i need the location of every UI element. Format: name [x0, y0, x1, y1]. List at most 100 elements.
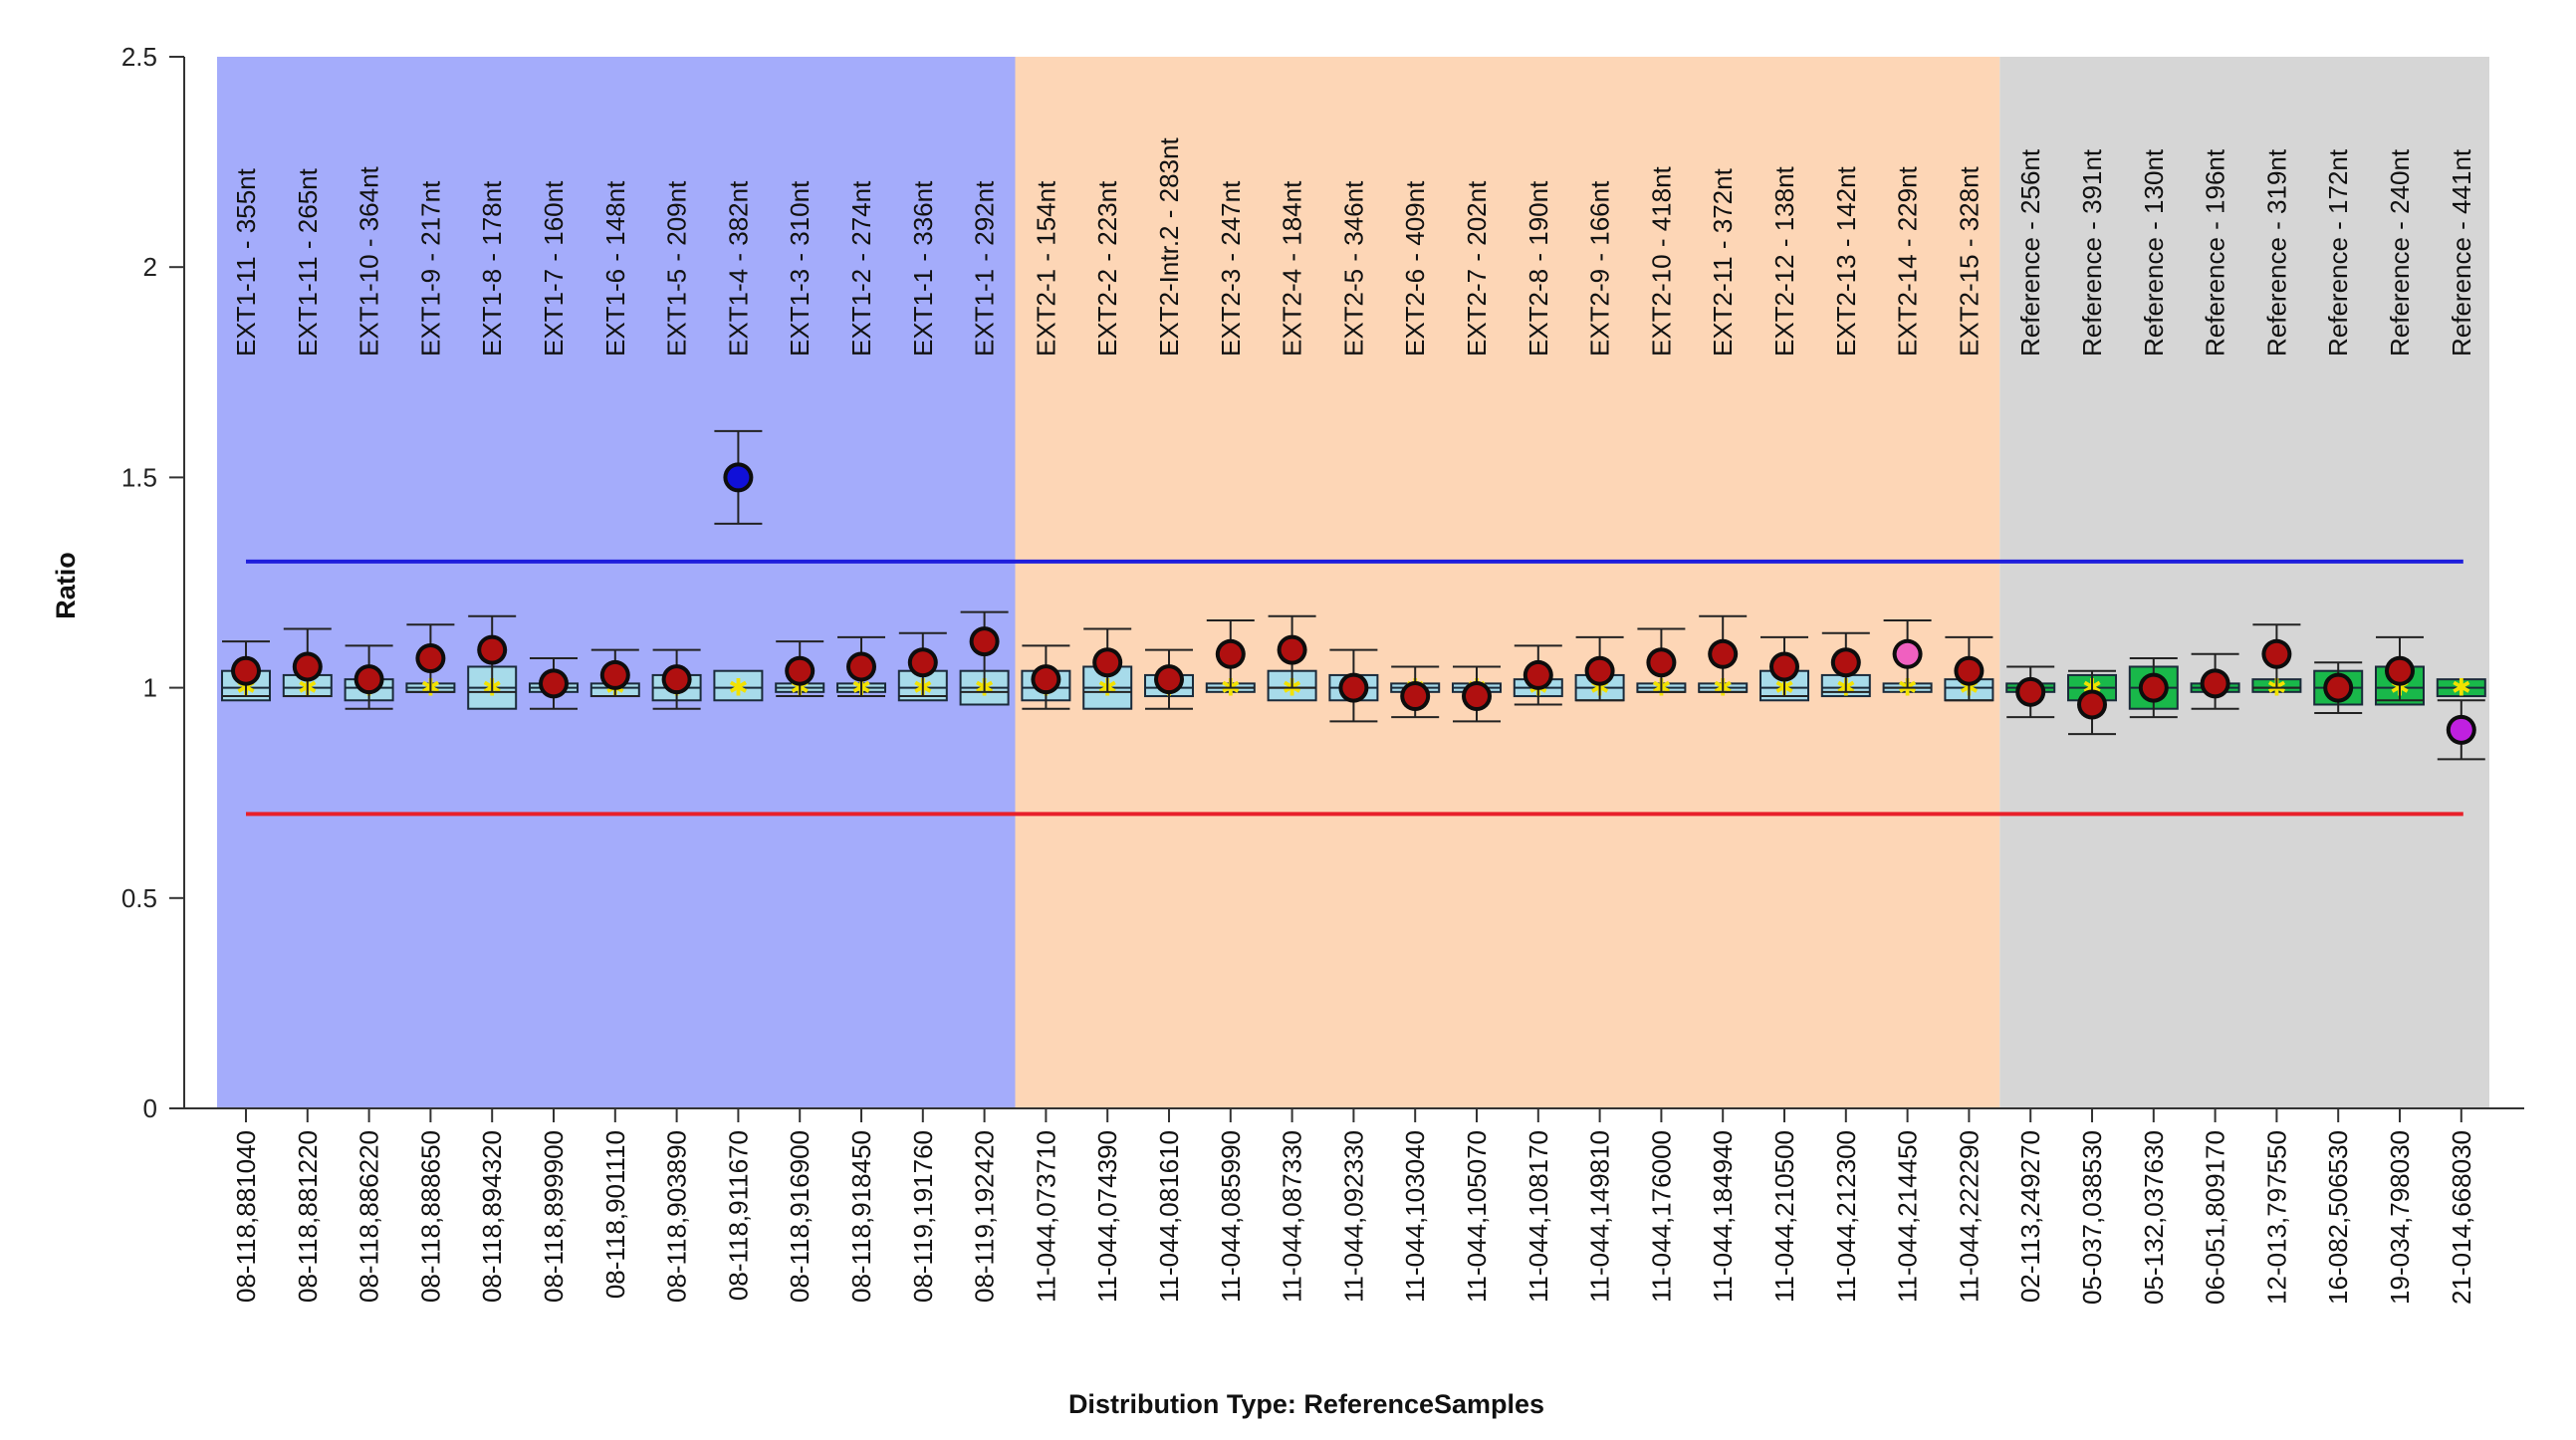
probe-label: EXT2-Intr.2 - 283nt [1154, 137, 1184, 357]
sample-label: 11-044,105070 [1462, 1130, 1492, 1303]
data-point [481, 638, 504, 661]
data-point [1096, 651, 1119, 674]
data-point [789, 659, 812, 682]
sample-label: 08-118,911670 [723, 1130, 753, 1301]
y-axis-title: Ratio [51, 552, 81, 619]
x-axis-title: Distribution Type: ReferenceSamples [1068, 1389, 1544, 1419]
sample-label: 12-013,797550 [2261, 1130, 2291, 1305]
sample-label: 19-034,798030 [2385, 1130, 2415, 1305]
sample-label: 11-044,073710 [1031, 1130, 1060, 1303]
probe-label: EXT2-5 - 346nt [1338, 180, 1368, 357]
probe-label: EXT2-13 - 142nt [1831, 165, 1861, 357]
sample-label: 16-082,506530 [2323, 1130, 2353, 1305]
data-point [419, 647, 442, 670]
data-point [1158, 668, 1180, 691]
probe-label: EXT2-15 - 328nt [1954, 165, 1984, 357]
sample-label: 11-044,081610 [1154, 1130, 1184, 1303]
data-point [603, 663, 626, 686]
probe-label: Reference - 172nt [2323, 148, 2353, 357]
data-point [2081, 693, 2103, 716]
axes: 0 0.5 1 1.5 2 2.5 [121, 42, 2524, 1123]
y-tick-label: 0 [143, 1093, 157, 1123]
y-tick-label: 2.5 [121, 42, 157, 72]
probe-label: EXT2-8 - 190nt [1523, 180, 1553, 357]
sample-label: 08-118,881220 [293, 1130, 323, 1303]
probe-label: EXT1-7 - 160nt [539, 180, 569, 357]
data-point [850, 655, 872, 678]
sample-label: 11-044,085990 [1216, 1130, 1246, 1303]
group-band-ext2 [1015, 57, 2000, 1108]
data-point [2142, 676, 2165, 699]
data-point [973, 630, 996, 653]
data-point [235, 659, 257, 682]
probe-label: EXT1-9 - 217nt [415, 180, 445, 357]
y-tick-label: 2 [143, 252, 157, 282]
probe-label: EXT1-1 - 336nt [908, 180, 938, 357]
sample-label: 06-051,809170 [2201, 1130, 2230, 1305]
sample-label: 11-044,074390 [1092, 1130, 1122, 1303]
probe-label: Reference - 391nt [2077, 148, 2107, 357]
probe-label: EXT2-10 - 418nt [1646, 165, 1676, 357]
data-point [727, 466, 750, 489]
probe-labels: EXT1-11 - 355nt EXT1-11 - 265nt EXT1-10 - … [231, 137, 2476, 357]
sample-label: 05-037,038530 [2077, 1130, 2107, 1305]
sample-label: 08-118,903890 [662, 1130, 692, 1303]
probe-label: EXT1-8 - 178nt [477, 180, 507, 357]
sample-label: 11-044,092330 [1338, 1130, 1368, 1303]
sample-label: 08-118,901110 [600, 1130, 630, 1299]
data-point [2019, 680, 2042, 703]
data-point [543, 672, 565, 695]
box [713, 669, 764, 702]
data-point [665, 668, 688, 691]
sample-label: 08-118,881040 [231, 1130, 261, 1303]
sample-label: 11-044,212300 [1831, 1130, 1861, 1303]
sample-label: 11-044,108170 [1523, 1130, 1553, 1303]
sample-label: 08-118,888650 [415, 1130, 445, 1303]
data-point [1342, 676, 1365, 699]
sample-label: 11-044,222290 [1954, 1130, 1984, 1303]
probe-label: EXT2-6 - 409nt [1400, 180, 1430, 357]
sample-label: 11-044,103040 [1400, 1130, 1430, 1303]
data-point [1219, 642, 1242, 665]
data-point [1035, 668, 1057, 691]
sample-label: 11-044,210500 [1769, 1130, 1799, 1303]
sample-label: 08-118,894320 [477, 1130, 507, 1303]
data-point [1958, 659, 1981, 682]
data-point [1281, 638, 1303, 661]
data-point [1896, 642, 1919, 665]
median-marker: ✱ [728, 674, 748, 702]
data-point [1834, 651, 1857, 674]
sample-label: 11-044,176000 [1646, 1130, 1676, 1303]
probe-label: EXT1-5 - 209nt [662, 180, 692, 357]
sample-label: 08-118,918450 [846, 1130, 876, 1303]
probe-label: Reference - 240nt [2385, 148, 2415, 357]
probe-label: EXT1-4 - 382nt [723, 180, 753, 357]
data-point [357, 668, 380, 691]
sample-label: 11-044,184940 [1708, 1130, 1738, 1303]
median-marker: ✱ [2452, 674, 2471, 702]
sample-label: 02-113,249270 [2015, 1130, 2045, 1303]
probe-label: EXT1-11 - 355nt [231, 167, 261, 357]
sample-labels: 08-118,881040 08-118,881220 08-118,886220 0… [231, 1130, 2476, 1305]
probe-label: EXT1-11 - 265nt [293, 167, 323, 357]
data-point [2450, 718, 2472, 741]
group-bands [217, 57, 2489, 1108]
probe-label: EXT1-2 - 274nt [846, 180, 876, 357]
probe-label: EXT2-3 - 247nt [1216, 180, 1246, 357]
probe-label: Reference - 441nt [2447, 148, 2476, 357]
sample-label: 08-118,899900 [539, 1130, 569, 1303]
data-point [296, 655, 319, 678]
sample-label: 08-118,886220 [354, 1130, 384, 1303]
sample-label: 05-132,037630 [2139, 1130, 2169, 1305]
data-point [2265, 642, 2288, 665]
sample-label: 08-118,916900 [785, 1130, 815, 1303]
probe-label: EXT1-10 - 364nt [354, 165, 384, 357]
data-point [1404, 685, 1427, 708]
data-point [1466, 685, 1488, 708]
data-point [1712, 642, 1735, 665]
probe-label: EXT2-11 - 372nt [1708, 167, 1738, 357]
y-tick-label: 0.5 [121, 883, 157, 913]
probe-label: Reference - 130nt [2139, 148, 2169, 357]
probe-label: EXT1-1 - 292nt [970, 180, 1000, 357]
